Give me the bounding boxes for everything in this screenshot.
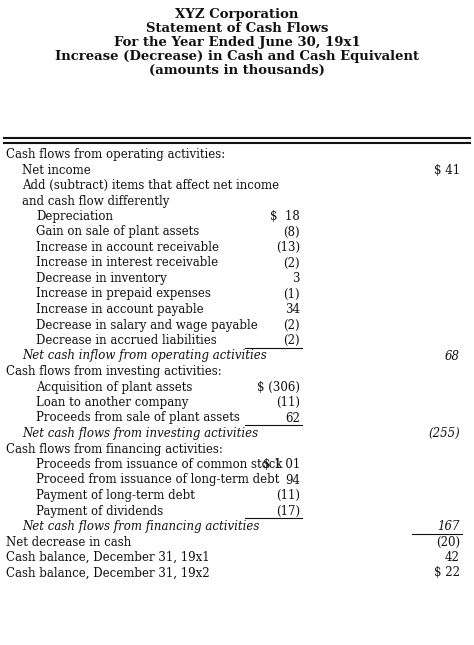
Text: and cash flow differently: and cash flow differently [22,195,169,208]
Text: $ 41: $ 41 [434,163,460,177]
Text: Depreciation: Depreciation [36,210,113,223]
Text: Increase in prepaid expenses: Increase in prepaid expenses [36,288,211,301]
Text: XYZ Corporation: XYZ Corporation [175,8,299,21]
Text: (2): (2) [283,334,300,347]
Text: (1): (1) [283,288,300,301]
Text: Decrease in inventory: Decrease in inventory [36,272,167,285]
Text: (11): (11) [276,396,300,409]
Text: Decrease in accrued liabilities: Decrease in accrued liabilities [36,334,217,347]
Text: Cash balance, December 31, 19x1: Cash balance, December 31, 19x1 [6,551,210,564]
Text: Proceed from issuance of long-term debt: Proceed from issuance of long-term debt [36,473,279,486]
Text: (11): (11) [276,489,300,502]
Text: Cash flows from investing activities:: Cash flows from investing activities: [6,365,222,378]
Text: Increase (Decrease) in Cash and Cash Equivalent: Increase (Decrease) in Cash and Cash Equ… [55,50,419,63]
Text: Increase in account payable: Increase in account payable [36,303,204,316]
Text: 167: 167 [438,520,460,533]
Text: Cash flows from operating activities:: Cash flows from operating activities: [6,148,225,161]
Text: Statement of Cash Flows: Statement of Cash Flows [146,22,328,35]
Text: Payment of long-term debt: Payment of long-term debt [36,489,195,502]
Text: (20): (20) [436,535,460,548]
Text: Acquisition of plant assets: Acquisition of plant assets [36,381,192,393]
Text: Cash balance, December 31, 19x2: Cash balance, December 31, 19x2 [6,566,210,579]
Text: Loan to another company: Loan to another company [36,396,188,409]
Text: 94: 94 [285,473,300,486]
Text: $ (306): $ (306) [257,381,300,393]
Text: (amounts in thousands): (amounts in thousands) [149,64,325,77]
Text: $  18: $ 18 [270,210,300,223]
Text: Add (subtract) items that affect net income: Add (subtract) items that affect net inc… [22,179,279,192]
Text: (13): (13) [276,241,300,254]
Text: Net cash inflow from operating activities: Net cash inflow from operating activitie… [22,350,267,362]
Text: Net income: Net income [22,163,91,177]
Text: (2): (2) [283,319,300,332]
Text: Net cash flows from investing activities: Net cash flows from investing activities [22,427,258,440]
Text: (17): (17) [276,504,300,517]
Text: Increase in interest receivable: Increase in interest receivable [36,257,218,270]
Text: 68: 68 [445,350,460,362]
Text: Gain on sale of plant assets: Gain on sale of plant assets [36,226,199,239]
Text: 34: 34 [285,303,300,316]
Text: Increase in account receivable: Increase in account receivable [36,241,219,254]
Text: $ 1 01: $ 1 01 [263,458,300,471]
Text: For the Year Ended June 30, 19x1: For the Year Ended June 30, 19x1 [114,36,360,49]
Text: Proceeds from sale of plant assets: Proceeds from sale of plant assets [36,412,240,424]
Text: 42: 42 [445,551,460,564]
Text: Proceeds from issuance of common stock: Proceeds from issuance of common stock [36,458,283,471]
Text: 62: 62 [285,412,300,424]
Text: Decrease in salary and wage payable: Decrease in salary and wage payable [36,319,258,332]
Text: (8): (8) [283,226,300,239]
Text: 3: 3 [292,272,300,285]
Text: Payment of dividends: Payment of dividends [36,504,163,517]
Text: (255): (255) [428,427,460,440]
Text: $ 22: $ 22 [434,566,460,579]
Text: (2): (2) [283,257,300,270]
Text: Net decrease in cash: Net decrease in cash [6,535,131,548]
Text: Cash flows from financing activities:: Cash flows from financing activities: [6,442,223,455]
Text: Net cash flows from financing activities: Net cash flows from financing activities [22,520,259,533]
